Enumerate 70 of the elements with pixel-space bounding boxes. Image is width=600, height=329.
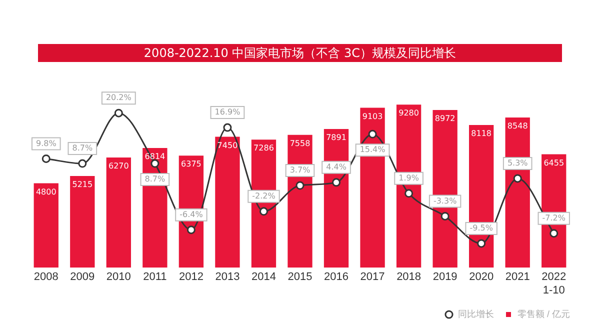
data-label: 5215	[72, 180, 93, 190]
x-tick-label: 2019	[432, 271, 458, 284]
bar	[505, 117, 530, 268]
point	[42, 154, 50, 163]
bar	[396, 104, 422, 268]
x-tick-label: 2016	[324, 271, 349, 284]
data-label: -3.3%	[433, 196, 458, 206]
data-label: 3.7%	[290, 166, 311, 175]
point	[368, 130, 377, 138]
data-label: 5.3%	[507, 158, 528, 168]
data-label: 20.2%	[106, 93, 132, 102]
x-tick-label: 2011	[143, 271, 167, 284]
x-tick-label: 2020	[469, 271, 494, 284]
data-label: 4800	[36, 187, 56, 196]
data-label: -6.4%	[180, 210, 204, 219]
point	[150, 159, 160, 168]
x-tick-label: 2014	[251, 271, 276, 284]
bar	[324, 129, 349, 268]
data-label: 7450	[217, 140, 238, 150]
data-label: 8548	[507, 122, 528, 131]
data-label: -2.2%	[252, 191, 276, 200]
x-tick-label: 2018	[396, 271, 422, 284]
bar	[34, 183, 58, 268]
x-tick-label: 2012	[178, 271, 204, 284]
data-label: 7891	[326, 133, 346, 142]
data-label: 8972	[434, 114, 456, 124]
legend-label: 同比增长	[458, 308, 494, 319]
data-label: 8.7%	[144, 174, 166, 184]
point	[440, 212, 450, 220]
legend-label: 零售额 / 亿元	[518, 308, 570, 319]
bar	[215, 136, 240, 268]
data-label: -9.5%	[470, 224, 494, 233]
point	[186, 226, 196, 234]
point	[404, 189, 414, 198]
data-label: 9.8%	[36, 138, 57, 148]
data-label: 16.9%	[214, 108, 241, 117]
point	[550, 229, 558, 238]
data-label: 9103	[362, 112, 383, 121]
x-tick-label: 2017	[360, 271, 385, 284]
data-label: 8118	[471, 129, 492, 138]
point	[259, 207, 268, 216]
point	[513, 174, 522, 183]
data-label: 1.9%	[398, 173, 420, 182]
point	[296, 181, 304, 190]
data-label: 6455	[544, 158, 564, 168]
point	[332, 178, 341, 187]
data-label: -7.2%	[542, 213, 566, 222]
point	[78, 159, 87, 168]
x-tick-label: 2009	[70, 271, 95, 284]
point	[223, 123, 232, 132]
data-label: 7286	[254, 144, 274, 153]
data-label: 9280	[398, 108, 419, 118]
x-tick-label: 2013	[215, 271, 240, 284]
bar	[288, 134, 312, 268]
data-label: 7558	[290, 138, 310, 148]
chart-title: 2008-2022.10 中国家电市场（不含 3C）规模及同比增长	[38, 44, 562, 62]
x-tick-label: 2021	[505, 271, 530, 284]
data-label: 6270	[108, 162, 129, 171]
data-label: 6375	[181, 160, 202, 169]
data-label: 8.7%	[72, 144, 93, 153]
data-label: 4.4%	[326, 162, 347, 172]
x-tick-label: 2010	[106, 271, 131, 284]
point	[477, 239, 486, 248]
x-tick-label: 2015	[288, 271, 312, 284]
point	[114, 108, 123, 118]
bar	[70, 176, 95, 268]
bar	[106, 158, 131, 268]
x-tick-label: 2008	[34, 271, 58, 284]
data-label: 15.4%	[360, 145, 386, 154]
x-tick-label: 2022 1-10	[542, 271, 566, 296]
